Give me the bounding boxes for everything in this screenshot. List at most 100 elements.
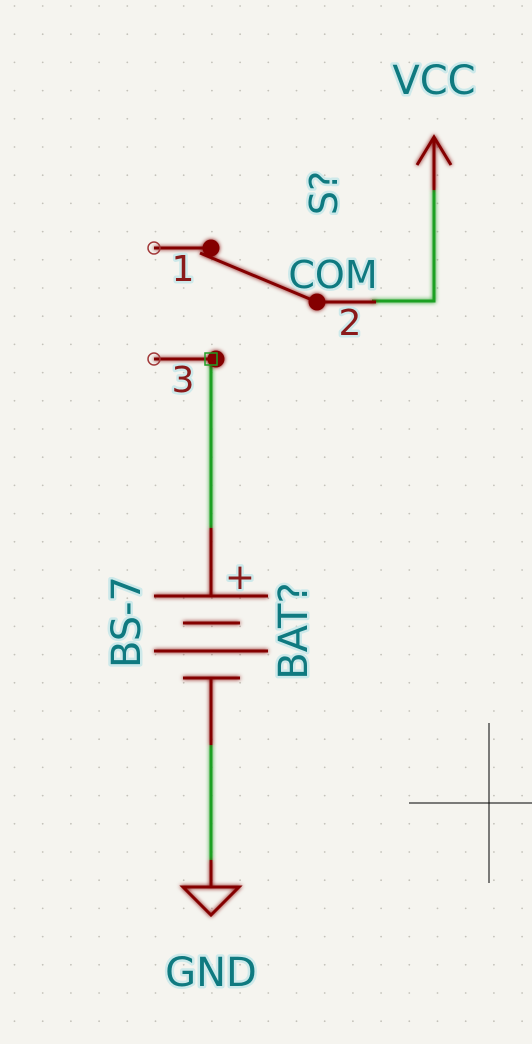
grid-dot — [408, 907, 411, 910]
grid-dot — [154, 907, 157, 910]
grid-dot — [352, 794, 354, 797]
grid-dot — [521, 794, 523, 797]
grid-dot — [239, 484, 242, 487]
grid-dot — [521, 766, 523, 769]
grid-dot — [493, 681, 495, 684]
battery-value[interactable]: BS-7 — [102, 573, 153, 670]
grid-dot — [182, 258, 185, 261]
grid-dot — [408, 766, 411, 769]
grid-dot — [464, 822, 467, 825]
grid-dot — [70, 484, 72, 487]
grid-dot — [295, 428, 298, 430]
unconnected-pin3-marker[interactable] — [147, 352, 161, 366]
grid-dot — [182, 935, 185, 938]
grid-dot — [70, 258, 72, 261]
switch-symbol[interactable] — [154, 239, 376, 368]
grid-dot — [41, 484, 44, 487]
grid-dot — [267, 540, 270, 543]
gnd-power-symbol[interactable] — [179, 860, 243, 918]
grid-dot — [182, 146, 185, 148]
grid-dot — [211, 625, 213, 628]
grid-dot — [154, 963, 157, 966]
grid-dot — [126, 597, 129, 600]
grid-dot — [352, 174, 354, 177]
grid-dot — [267, 766, 270, 769]
grid-dot — [13, 1020, 16, 1023]
grid-dot — [408, 879, 411, 882]
grid-dot — [239, 428, 242, 430]
grid-dot — [182, 540, 185, 543]
grid-dot — [182, 5, 185, 7]
grid-dot — [464, 653, 467, 656]
grid-dot — [323, 738, 326, 741]
grid-dot — [154, 653, 157, 656]
grid-dot — [154, 117, 157, 120]
grid-dot — [380, 174, 382, 177]
battery-symbol[interactable] — [154, 528, 268, 745]
grid-dot — [521, 935, 523, 938]
grid-dot — [323, 428, 326, 430]
switch-reference[interactable]: S? — [300, 168, 349, 217]
grid-dot — [154, 1020, 157, 1023]
grid-dot — [493, 61, 495, 64]
grid-dot — [352, 230, 354, 233]
unconnected-pin1-marker[interactable] — [147, 241, 161, 255]
grid-dot — [239, 907, 242, 910]
grid-dot — [493, 512, 495, 515]
grid-dot — [352, 117, 354, 120]
grid-dot — [352, 907, 354, 910]
grid-dot — [380, 1020, 382, 1023]
grid-dot — [352, 851, 354, 853]
grid-dot — [464, 230, 467, 233]
grid-dot — [41, 681, 44, 684]
grid-dot — [493, 89, 495, 92]
switch-contact-3 — [207, 350, 225, 368]
grid-dot — [493, 907, 495, 910]
grid-dot — [154, 822, 157, 825]
grid-dot — [182, 822, 185, 825]
grid-dot — [323, 569, 326, 571]
grid-dot — [126, 89, 129, 92]
battery-reference[interactable]: BAT? — [269, 580, 320, 682]
grid-dot — [323, 710, 326, 712]
grid-dot — [464, 540, 467, 543]
grid-dot — [493, 738, 495, 741]
grid-dot — [98, 710, 100, 712]
grid-dot — [380, 625, 382, 628]
grid-dot — [182, 992, 185, 994]
grid-dot — [295, 879, 298, 882]
grid-dot — [521, 117, 523, 120]
grid-dot — [41, 879, 44, 882]
grid-dot — [13, 597, 16, 600]
grid-dot — [267, 343, 270, 346]
grid-dot — [182, 512, 185, 515]
grid-dot — [408, 117, 411, 120]
grid-dot — [154, 202, 157, 205]
grid-dot — [126, 681, 129, 684]
grid-dot — [13, 935, 16, 938]
grid-dot — [126, 202, 129, 205]
grid-dot — [464, 681, 467, 684]
grid-dot — [493, 230, 495, 233]
grid-dot — [239, 681, 242, 684]
grid-dot — [267, 710, 270, 712]
grid-dot — [295, 343, 298, 346]
grid-dot — [239, 851, 242, 853]
grid-dot — [267, 738, 270, 741]
grid-dot — [521, 456, 523, 459]
grid-dot — [98, 822, 100, 825]
grid-dot — [154, 794, 157, 797]
vcc-power-symbol[interactable] — [415, 134, 453, 190]
grid-dot — [521, 5, 523, 7]
grid-dot — [41, 992, 44, 994]
grid-dot — [493, 766, 495, 769]
grid-dot — [295, 399, 298, 402]
grid-dot — [352, 146, 354, 148]
wire-vcc-com[interactable] — [372, 190, 436, 303]
grid-dot — [352, 597, 354, 600]
grid-dot — [295, 484, 298, 487]
grid-dot — [239, 61, 242, 64]
grid-dot — [267, 794, 270, 797]
grid-dot — [70, 879, 72, 882]
